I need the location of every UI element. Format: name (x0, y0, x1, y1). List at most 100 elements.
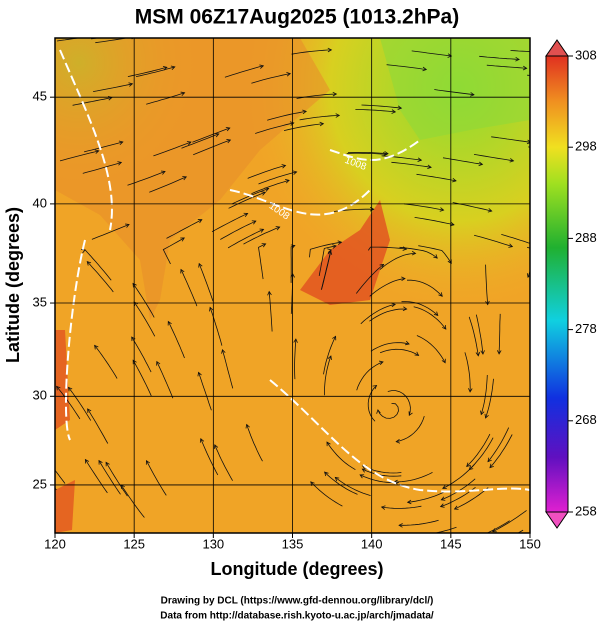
y-tick-label: 35 (33, 294, 47, 309)
streamline (209, 307, 223, 346)
stream-arrow (391, 109, 397, 114)
streamline (442, 157, 483, 165)
y-tick-label: 30 (33, 388, 47, 403)
stream-arrow (361, 468, 367, 473)
stream-arrow (487, 457, 492, 463)
streamline (198, 372, 212, 411)
x-axis-label: Longitude (degrees) (210, 559, 383, 579)
stream-arrow (485, 300, 490, 306)
stream-arrow (94, 149, 100, 154)
colorbar-tick-label: 298 (575, 139, 597, 154)
stream-arrow (289, 121, 295, 126)
stream-arrow (86, 261, 92, 266)
streamline (198, 263, 214, 302)
streamline (94, 345, 118, 379)
stream-arrow (275, 226, 281, 231)
streamline (135, 66, 175, 77)
streamline (227, 228, 264, 249)
stream-arrow (470, 92, 475, 97)
credit: Drawing by DCL (https://www.gfd-dennou.o… (161, 596, 434, 607)
stream-arrow (480, 410, 485, 416)
streamline (149, 176, 187, 193)
stream-arrow (509, 158, 515, 163)
streamline (132, 360, 152, 397)
streamline (268, 291, 273, 332)
stream-arrow (526, 139, 530, 145)
streamline (224, 65, 264, 78)
colorbar-tick-label: 278 (575, 321, 597, 336)
stream-arrow (379, 263, 385, 269)
stream-arrow (376, 409, 381, 414)
streamline (291, 49, 332, 55)
streamline (464, 352, 471, 392)
stream-arrow (433, 254, 438, 259)
colorbar-extend (545, 511, 569, 529)
stream-arrow (489, 463, 494, 469)
streamline (487, 427, 510, 462)
stream-arrow (480, 350, 485, 355)
x-tick-label: 125 (123, 536, 145, 551)
x-tick-label: 120 (44, 536, 66, 551)
streamline (326, 441, 356, 471)
streamline (404, 203, 444, 211)
stream-arrow (292, 170, 298, 175)
streamline (83, 141, 123, 153)
stream-arrow (167, 320, 172, 326)
streamline (283, 123, 324, 131)
streamline (381, 155, 422, 161)
stream-arrow (197, 219, 203, 224)
stream-arrow (243, 212, 249, 217)
streamline (356, 361, 384, 391)
streamline (335, 476, 371, 496)
stream-arrow (515, 56, 520, 62)
stream-arrow (417, 157, 423, 162)
stream-arrow (81, 249, 86, 254)
streamline (258, 171, 297, 185)
streamline (68, 387, 92, 421)
streamline (246, 424, 263, 462)
streamline (492, 510, 527, 532)
streamline (93, 83, 133, 92)
streamline (501, 234, 530, 244)
stream-arrow (302, 109, 307, 115)
streamline (414, 217, 454, 226)
stream-arrow (378, 360, 384, 366)
stream-arrow (281, 164, 287, 169)
stream-arrow (408, 411, 413, 417)
stream-arrow (326, 441, 331, 447)
streamline (369, 308, 407, 322)
stream-arrow (156, 360, 161, 366)
streamline (369, 278, 405, 297)
streamline (473, 234, 513, 247)
stream-arrow (439, 207, 445, 212)
streamline (255, 122, 294, 134)
stream-arrow (251, 220, 257, 225)
stream-arrow (180, 237, 185, 242)
stream-arrow (427, 164, 432, 170)
stream-arrow (118, 140, 124, 146)
stream-arrow (468, 388, 473, 393)
stream-arrow (440, 496, 446, 501)
land (300, 200, 390, 305)
streamline (485, 264, 489, 305)
stream-arrow (180, 268, 185, 274)
streamline (489, 434, 513, 468)
streamline (355, 264, 384, 294)
stream-arrow (261, 191, 267, 196)
streamline (310, 481, 343, 507)
streamline (370, 342, 410, 352)
stream-arrow (335, 113, 341, 118)
streamline (367, 385, 377, 422)
streamline (251, 179, 290, 195)
stream-arrow (105, 461, 110, 467)
streamline (367, 246, 407, 251)
x-tick-label: 150 (519, 536, 541, 551)
streamline (162, 237, 185, 265)
streamline (411, 50, 452, 57)
stream-arrow (402, 246, 408, 251)
streamlines (55, 38, 530, 533)
streamline (399, 519, 439, 526)
streamline (346, 152, 387, 155)
stream-arrow (380, 505, 386, 510)
colorbar (545, 55, 569, 513)
